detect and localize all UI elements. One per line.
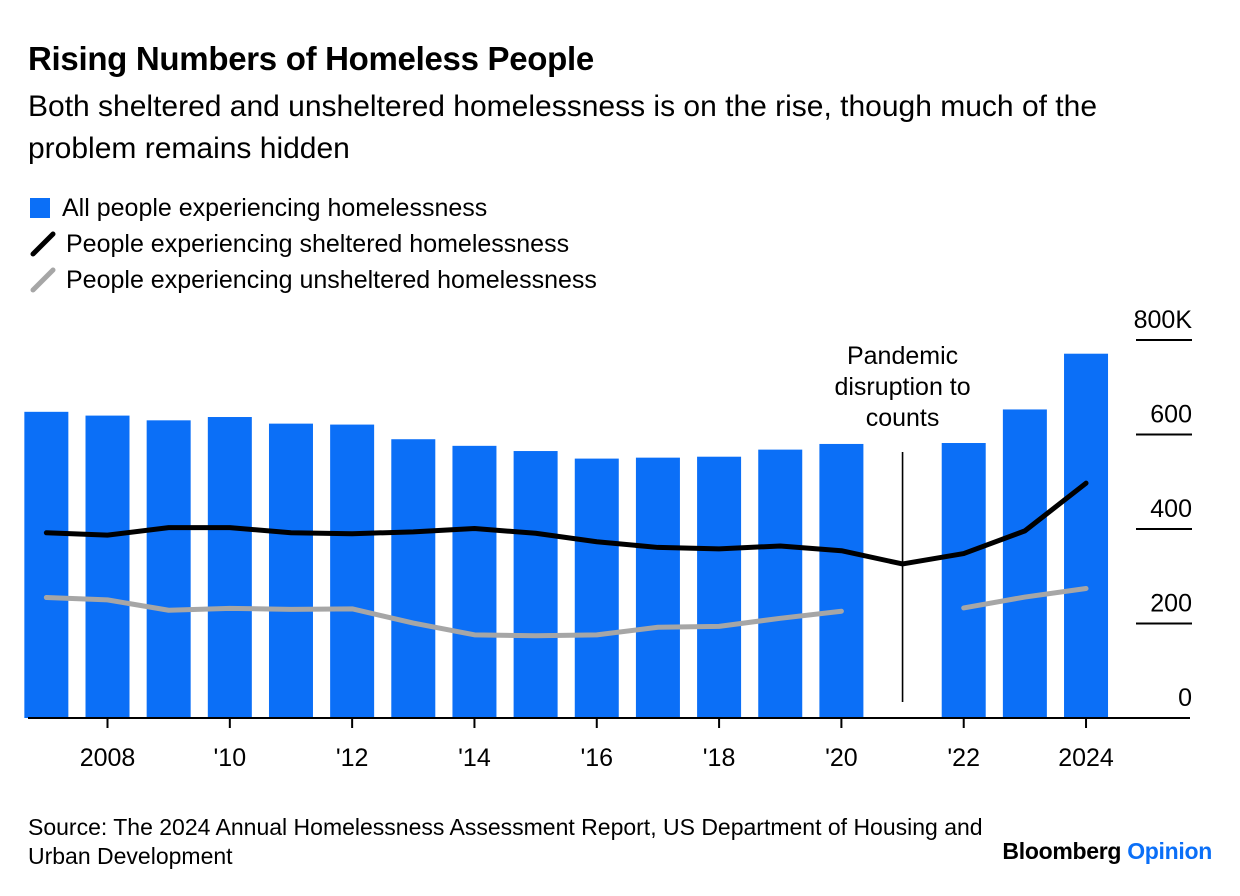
y-tick-label: 0 bbox=[1178, 684, 1192, 712]
legend-swatch-all bbox=[30, 198, 50, 218]
legend-item-unsheltered: People experiencing unsheltered homeless… bbox=[30, 262, 597, 298]
bar bbox=[1002, 409, 1047, 718]
bar bbox=[268, 423, 313, 718]
series-line bbox=[961, 586, 1089, 611]
chart-subtitle: Both sheltered and unsheltered homelessn… bbox=[28, 90, 1097, 165]
x-tick-label: '10 bbox=[214, 744, 247, 772]
bar bbox=[207, 417, 252, 718]
bar bbox=[146, 420, 191, 718]
bar bbox=[635, 457, 680, 718]
bar bbox=[697, 456, 742, 718]
legend-label-sheltered: People experiencing sheltered homelessne… bbox=[66, 229, 570, 258]
x-tick-label: '20 bbox=[825, 744, 858, 772]
y-tick-label: 200 bbox=[1150, 590, 1192, 618]
legend: All people experiencing homelessness Peo… bbox=[30, 190, 597, 298]
x-tick-label: '18 bbox=[703, 744, 736, 772]
x-tick-label: 2024 bbox=[1058, 744, 1114, 772]
bar bbox=[452, 445, 497, 718]
bar bbox=[330, 424, 375, 718]
x-tick-label: '16 bbox=[580, 744, 613, 772]
legend-item-all: All people experiencing homelessness bbox=[30, 190, 597, 226]
chart-title: Rising Numbers of Homeless People bbox=[28, 40, 594, 77]
legend-item-sheltered: People experiencing sheltered homelessne… bbox=[30, 226, 597, 262]
brand-name: Bloomberg bbox=[1002, 838, 1122, 864]
x-tick-label: '22 bbox=[947, 744, 980, 772]
bar bbox=[24, 411, 69, 718]
legend-swatch-unsheltered bbox=[30, 267, 56, 293]
x-tick-label: 2008 bbox=[80, 744, 136, 772]
y-tick-label: 800K bbox=[1134, 306, 1193, 334]
y-tick-label: 600 bbox=[1150, 401, 1192, 429]
bar bbox=[391, 439, 436, 718]
annotation-text: disruption to bbox=[834, 373, 970, 401]
legend-swatch-sheltered bbox=[30, 231, 56, 257]
bar bbox=[1064, 353, 1109, 718]
series-line bbox=[43, 595, 844, 639]
bar bbox=[85, 415, 130, 718]
legend-label-unsheltered: People experiencing unsheltered homeless… bbox=[66, 265, 597, 294]
bar bbox=[941, 443, 986, 718]
x-tick-label: '12 bbox=[336, 744, 369, 772]
legend-label-all: All people experiencing homelessness bbox=[62, 193, 488, 222]
bar bbox=[819, 443, 864, 718]
chart-plot: 0 200 400 600 800K 2008 '10 '12 '14 '16 '18 '20 '22 2… bbox=[24, 306, 1193, 772]
source-note: Source: The 2024 Annual Homelessness Ass… bbox=[28, 814, 983, 869]
brand-logo: Bloomberg Opinion bbox=[1002, 838, 1212, 865]
series-line bbox=[43, 480, 1089, 567]
annotation-text: Pandemic bbox=[847, 342, 958, 370]
brand-accent: Opinion bbox=[1127, 838, 1212, 864]
annotation-text: counts bbox=[866, 404, 940, 432]
x-tick-label: '14 bbox=[458, 744, 491, 772]
bar bbox=[513, 451, 558, 718]
bar bbox=[758, 449, 803, 718]
y-tick-label: 400 bbox=[1150, 495, 1192, 523]
bar bbox=[574, 458, 619, 718]
